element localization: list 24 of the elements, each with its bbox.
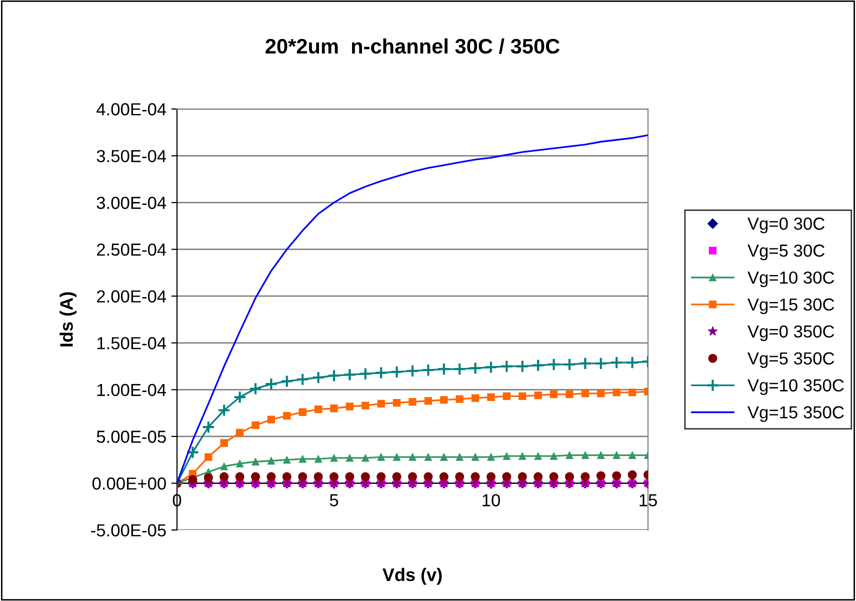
legend-label: Vg=0 350C: [748, 325, 834, 342]
legend-label: Vg=5 350C: [748, 352, 834, 368]
y-tick-label: 1.00E-04: [97, 384, 166, 396]
y-tick-label: 1.50E-04: [97, 337, 166, 350]
chart-title: 20*2um n-channel 30C / 350C: [266, 38, 560, 54]
x-tick-label: 5: [330, 494, 338, 506]
legend-label: Vg=0 30C: [748, 218, 824, 234]
y-tick-label: 2.50E-04: [97, 244, 166, 256]
x-axis-title: Vds (v): [382, 568, 442, 585]
x-tick-label: 10: [482, 494, 500, 506]
legend-label: Vg=10 30C: [748, 271, 834, 288]
y-tick-label: 5.00E-05: [96, 430, 166, 443]
y-tick-label: 3.00E-04: [96, 196, 166, 210]
y-tick-label: 4.00E-04: [96, 103, 166, 116]
y-tick-label: -5.00E-05: [91, 524, 166, 536]
legend-label: Vg=15 350C: [748, 406, 844, 422]
y-tick-label: 3.50E-04: [96, 150, 166, 162]
legend-label: Vg=5 30C: [748, 244, 824, 260]
legend-label: Vg=10 350C: [748, 379, 844, 395]
legend-label: Vg=15 30C: [748, 298, 834, 314]
y-tick-label: 0.00E+00: [92, 477, 166, 490]
y-axis-title: Ids (A): [60, 292, 76, 346]
y-tick-label: 2.00E-04: [97, 290, 166, 303]
x-tick-label: 15: [640, 494, 657, 506]
